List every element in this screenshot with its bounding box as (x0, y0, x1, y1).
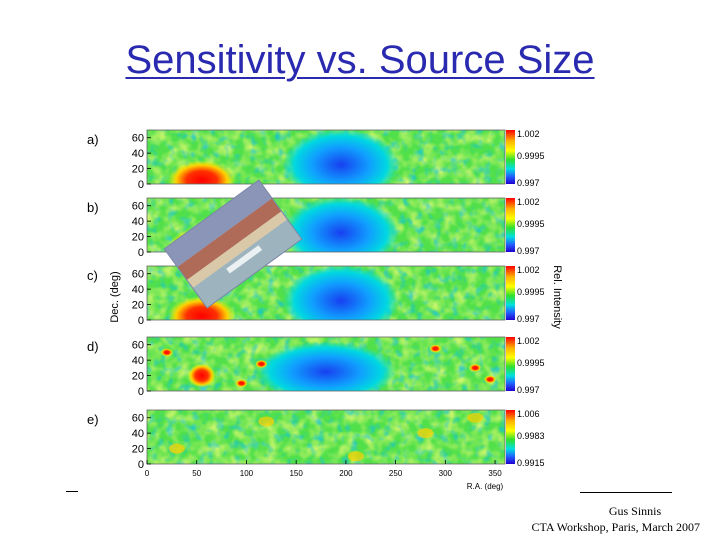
excess-region (167, 296, 236, 320)
x-tick-label: 300 (439, 469, 453, 478)
excess-region (167, 160, 236, 184)
colorbar-tick-label: 0.9995 (517, 287, 545, 297)
excess-speck (484, 375, 497, 384)
y-tick-label: 40 (132, 284, 144, 296)
y-tick-label: 20 (132, 444, 144, 456)
colorbar-tick-label: 1.006 (517, 409, 540, 419)
deficit-region (282, 198, 399, 252)
colorbar (506, 198, 515, 252)
panel-label: b) (87, 200, 99, 215)
y-tick-label: 60 (132, 340, 144, 352)
panel-label: e) (87, 412, 99, 427)
excess-speck (467, 412, 484, 423)
excess-speck (469, 363, 482, 372)
excess-speck (160, 348, 173, 357)
y-tick-label: 60 (132, 413, 144, 425)
excess-speck (168, 443, 185, 454)
detector-photo (163, 179, 303, 309)
excess-speck (255, 360, 268, 368)
colorbar-tick-label: 0.9995 (517, 358, 545, 368)
y-tick-label: 0 (138, 179, 144, 191)
x-tick-label: 350 (488, 469, 502, 478)
stray-rule (66, 491, 78, 492)
excess-speck (347, 451, 364, 462)
y-tick-label: 20 (132, 371, 144, 383)
deficit-region (256, 341, 396, 391)
y-tick-label: 40 (132, 355, 144, 367)
map-frame (146, 129, 506, 185)
colorbar-tick-label: 0.9995 (517, 219, 545, 229)
panel-5: 1.006 0.9983 0.9915 0 20 40 60 e) (87, 409, 545, 471)
colorbar-tick-label: 1.002 (517, 336, 540, 346)
colorbar-tick-label: 0.9915 (517, 458, 545, 468)
x-tick-label: 50 (192, 469, 201, 478)
colorbar-tick-label: 0.9995 (517, 151, 545, 161)
x-tick-label: 100 (240, 469, 254, 478)
excess-speck (417, 428, 434, 439)
colorbar-tick-label: 0.997 (517, 314, 540, 324)
colorbar (506, 337, 515, 391)
y-tick-label: 0 (138, 459, 144, 471)
x-tick-label: 200 (339, 469, 353, 478)
panel-2: 1.002 0.9995 0.997 0 20 40 60 b) (87, 197, 545, 259)
colorbar-tick-label: 1.002 (517, 129, 540, 139)
y-tick-label: 40 (132, 428, 144, 440)
colorbar-tick-label: 0.9983 (517, 431, 545, 441)
map-frame (146, 265, 506, 321)
map-frame (146, 336, 506, 392)
y-tick-label: 0 (138, 386, 144, 398)
panel-label: c) (87, 268, 98, 283)
colorbar (506, 410, 515, 464)
y-tick-label: 60 (132, 133, 144, 145)
panel-1: 1.002 0.9995 0.997 0 20 40 60 a) (87, 129, 545, 191)
x-tick-label: 150 (289, 469, 303, 478)
y-axis-label: Dec. (deg) (109, 271, 121, 322)
map-frame (146, 409, 506, 465)
y-tick-label: 0 (138, 247, 144, 259)
y-tick-label: 20 (132, 300, 144, 312)
colorbar (506, 130, 515, 184)
excess-speck (235, 379, 248, 388)
panel-label: d) (87, 339, 99, 354)
map-texture-cool (147, 410, 505, 464)
deficit-region (282, 130, 399, 184)
x-tick-label: 0 (145, 469, 150, 478)
map-frame (146, 197, 506, 253)
colorbar-axis-label: Rel. Intensity (551, 265, 563, 329)
y-tick-label: 60 (132, 269, 144, 281)
excess-speck (429, 344, 442, 353)
y-tick-label: 40 (132, 148, 144, 160)
colorbar-tick-label: 1.002 (517, 265, 540, 275)
y-tick-label: 0 (138, 315, 144, 327)
slide-title: Sensitivity vs. Source Size (125, 38, 595, 82)
excess-speck (258, 416, 275, 427)
panel-4: 1.002 0.9995 0.997 0 20 40 60 d) (87, 336, 545, 398)
x-tick-label: 250 (389, 469, 403, 478)
panel-3: 1.002 0.9995 0.997 0 20 40 60 c) (87, 265, 545, 327)
panel-label: a) (87, 132, 99, 147)
colorbar-tick-label: 0.997 (517, 246, 540, 256)
footer-rule (580, 492, 672, 493)
x-axis-label: R.A. (deg) (467, 482, 504, 491)
colorbar (506, 266, 515, 320)
colorbar-tick-label: 0.997 (517, 178, 540, 188)
excess-region (187, 363, 216, 388)
colorbar-tick-label: 1.002 (517, 197, 540, 207)
deficit-region (282, 266, 399, 320)
y-tick-label: 20 (132, 232, 144, 244)
footer-author: Gus Sinnis (608, 504, 662, 518)
y-tick-label: 40 (132, 216, 144, 228)
footer-event: CTA Workshop, Paris, March 2007 (531, 520, 700, 534)
y-tick-label: 20 (132, 164, 144, 176)
colorbar-tick-label: 0.997 (517, 385, 540, 395)
y-tick-label: 60 (132, 201, 144, 213)
